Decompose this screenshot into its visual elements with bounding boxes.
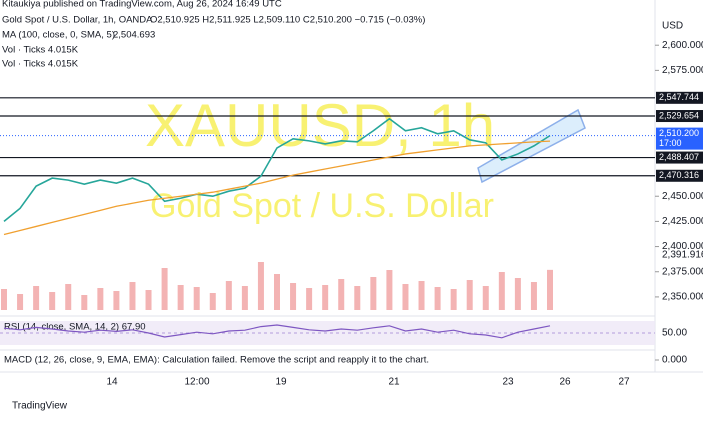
volume-bar: [514, 278, 521, 310]
volume-bar: [241, 286, 248, 310]
volume-bar: [225, 281, 232, 310]
currency-label: USD: [662, 21, 683, 32]
volume-bar: [466, 280, 473, 310]
volume-bar: [257, 262, 264, 310]
last-price-label: 2,510.200: [659, 128, 699, 138]
volume-bar: [209, 293, 216, 310]
volume-bar: [482, 286, 489, 310]
volume-bar: [1, 289, 7, 310]
volume-bar: [145, 290, 152, 310]
ma-value: 2,504.693: [113, 30, 155, 41]
level-label-box: [656, 110, 703, 123]
brand: TradingView: [12, 401, 68, 412]
volume-bar: [129, 282, 136, 310]
level-label-box: [656, 169, 703, 182]
y-tick-label: 2,400.000: [662, 241, 703, 252]
x-tick-label: 23: [502, 377, 514, 388]
volume-bar: [33, 286, 40, 310]
level-label: 2,470.316: [659, 170, 699, 180]
axis-label: 2,391.916: [662, 249, 703, 260]
parallel-channel: [477, 108, 586, 184]
macd-tick-label: 0.000: [662, 355, 687, 366]
level-label: 2,547.744: [659, 92, 699, 102]
volume-bar: [193, 287, 200, 310]
ohlc-values: O2,510.925 H2,511.925 L2,509.110 C2,510.…: [150, 15, 425, 26]
macd-legend: MACD (12, 26, close, 9, EMA, EMA): Calcu…: [4, 355, 429, 366]
volume-bar: [81, 295, 88, 310]
rsi-legend: RSI (14, close, SMA, 14, 2) 67.90: [4, 322, 146, 333]
y-tick-label: 2,375.000: [662, 266, 703, 277]
volume-bar: [161, 268, 168, 310]
volume-bar: [338, 279, 345, 310]
vol-legend: Vol · Ticks 4.015K: [2, 45, 79, 56]
y-tick-label: 2,450.000: [662, 191, 703, 202]
volume-bar: [322, 285, 329, 310]
x-tick-label: 14: [106, 377, 118, 388]
y-tick-label: 2,425.000: [662, 216, 703, 227]
y-tick-label: 2,575.000: [662, 65, 703, 76]
rsi-tick-label: 50.00: [662, 328, 687, 339]
volume-bar: [418, 281, 425, 310]
plot: 14 12:00 19 21 23 26 27 2,600.000 2,575.000 2,450…: [0, 40, 703, 388]
volume-bar: [434, 287, 441, 310]
volume-bar: [177, 285, 184, 310]
volume-bar: [530, 282, 537, 310]
volume-bar: [49, 292, 56, 310]
volume-bar: [498, 272, 505, 310]
last-price-time: 17:00: [659, 138, 682, 148]
volume-bar: [386, 270, 393, 310]
watermark-symbol: XAUUSD, 1h: [145, 92, 495, 159]
x-tick-label: 27: [618, 377, 630, 388]
volume-bar: [306, 288, 313, 310]
x-tick-label: 26: [559, 377, 571, 388]
volume-bar: [354, 286, 361, 310]
ma-legend: MA (100, close, 0, SMA, 5): [2, 30, 115, 41]
last-price-box: [656, 127, 703, 150]
rsi-line: [3, 324, 551, 339]
watermark-name: Gold Spot / U.S. Dollar: [150, 187, 494, 225]
volume-bar: [547, 269, 553, 310]
volume-bar: [370, 277, 377, 310]
volume-bar: [65, 284, 72, 310]
volume-bar: [402, 284, 409, 310]
x-tick-label: 19: [275, 377, 287, 388]
volume-bar: [97, 288, 104, 310]
level-label-box: [656, 91, 703, 104]
price-line: [3, 117, 551, 223]
level-label: 2,529.654: [659, 110, 699, 120]
x-tick-label: 12:00: [184, 377, 209, 388]
volume-bar: [274, 274, 280, 310]
volume-bar: [113, 291, 120, 310]
publish-note: Kitaukiya published on TradingView.com, …: [2, 0, 282, 10]
vol-legend: Vol · Ticks 4.015K: [2, 59, 79, 70]
volume-bar: [17, 294, 24, 310]
y-tick-label: 2,600.000: [662, 40, 703, 51]
volume-bar: [450, 289, 457, 310]
symbol-title: Gold Spot / U.S. Dollar, 1h, OANDA: [2, 15, 153, 26]
y-tick-label: 2,350.000: [662, 292, 703, 303]
level-label-box: [656, 151, 703, 164]
x-tick-label: 21: [388, 377, 400, 388]
ma-line: [3, 140, 551, 236]
level-label: 2,488.407: [659, 152, 699, 162]
volume-bar: [290, 283, 297, 310]
